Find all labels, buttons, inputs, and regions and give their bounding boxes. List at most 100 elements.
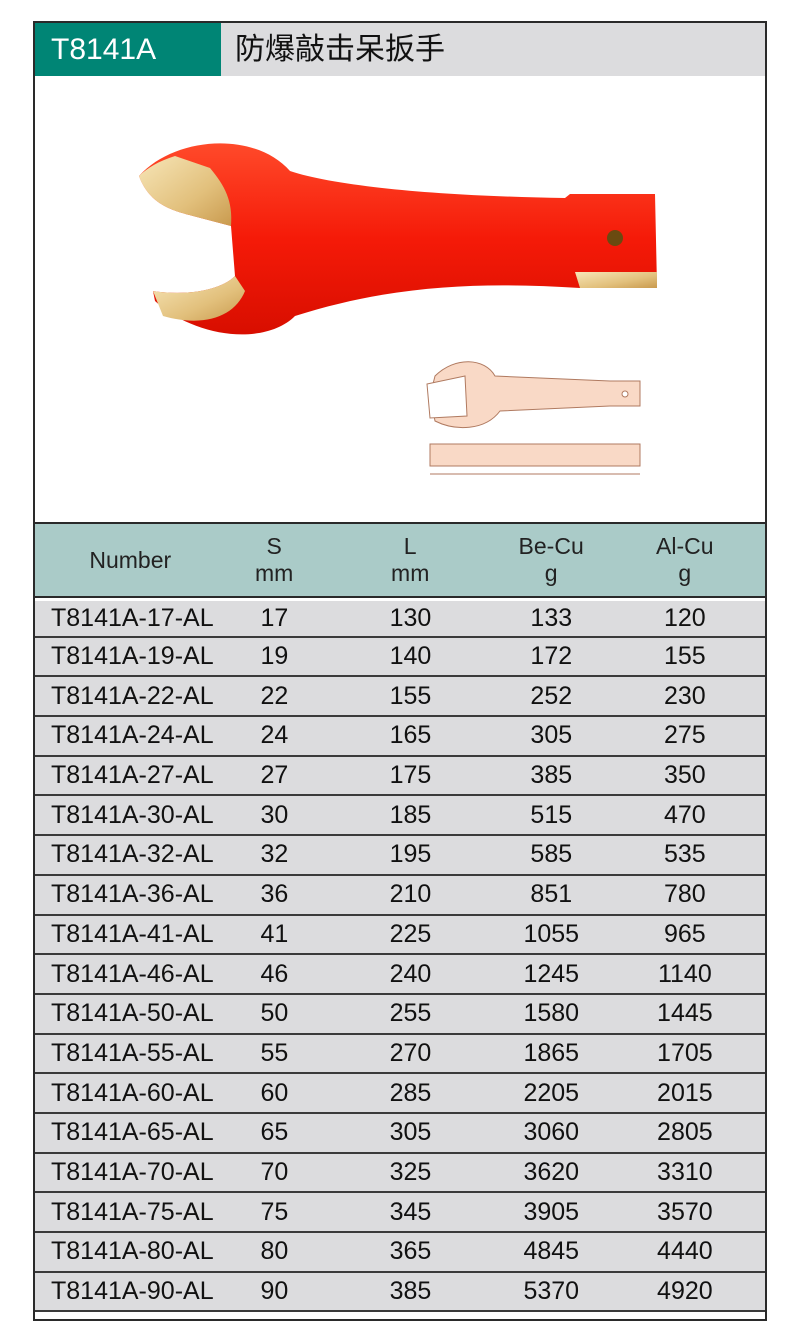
table-cell: 1445 xyxy=(657,999,713,1028)
table-row: T8141A-41-AL 41 225 1055 965 xyxy=(35,915,765,956)
table-cell: 385 xyxy=(389,1277,432,1306)
table-cell: 470 xyxy=(664,800,706,829)
header-be-cu: Be-Cu g xyxy=(518,533,584,586)
table-cell: 1705 xyxy=(657,1038,713,1067)
header-al-cu: Al-Cu g xyxy=(656,533,714,586)
table-cell: 305 xyxy=(530,721,573,750)
table-cell: 165 xyxy=(389,721,432,750)
table-cell: 285 xyxy=(389,1078,432,1107)
table-cell: 80 xyxy=(260,1237,289,1266)
table-cell: 24 xyxy=(260,721,289,750)
table-cell: 225 xyxy=(389,919,432,948)
table-cell: 46 xyxy=(260,959,289,988)
table-row: T8141A-65-AL 65 305 3060 2805 xyxy=(35,1113,765,1154)
table-cell: 65 xyxy=(260,1118,289,1147)
table-cell: 185 xyxy=(389,800,432,829)
table-row: T8141A-30-AL 30 185 515 470 xyxy=(35,796,765,837)
table-cell: 325 xyxy=(389,1157,432,1186)
table-cell: 140 xyxy=(389,642,432,671)
table-cell: 55 xyxy=(260,1038,289,1067)
table-row: T8141A-22-AL 22 155 252 230 xyxy=(35,677,765,718)
table-cell: 2205 xyxy=(523,1078,580,1107)
table-cell: 252 xyxy=(530,681,573,710)
table-cell: 255 xyxy=(389,999,432,1028)
table-cell: 3310 xyxy=(657,1157,713,1186)
table-cell: 75 xyxy=(260,1197,289,1226)
table-row: T8141A-32-AL 32 195 585 535 xyxy=(35,836,765,876)
table-cell: 385 xyxy=(530,761,573,790)
table-cell: 240 xyxy=(389,959,432,988)
table-cell: 4440 xyxy=(657,1237,713,1266)
table-row: T8141A-46-AL 46 240 1245 1140 xyxy=(35,955,765,995)
table-cell: T8141A-55-AL xyxy=(51,1038,214,1067)
table-cell: 345 xyxy=(389,1197,432,1226)
table-cell: 30 xyxy=(260,800,289,829)
table-cell: 17 xyxy=(260,603,289,632)
table-cell: T8141A-80-AL xyxy=(51,1237,214,1266)
table-cell: 3060 xyxy=(523,1118,580,1147)
table-cell: 1055 xyxy=(523,919,580,948)
table-row: T8141A-60-AL 60 285 2205 2015 xyxy=(35,1074,765,1114)
table-cell: 19 xyxy=(260,642,289,671)
table-cell: 155 xyxy=(664,642,706,671)
table-cell: T8141A-50-AL xyxy=(51,999,214,1028)
table-cell: 120 xyxy=(664,603,706,632)
table-cell: T8141A-60-AL xyxy=(51,1078,214,1107)
table-cell: 1245 xyxy=(523,959,580,988)
table-cell: 70 xyxy=(260,1157,289,1186)
title-bar: T8141A 防爆敲击呆扳手 xyxy=(35,23,765,76)
table-cell: 780 xyxy=(664,880,706,909)
table-cell: 350 xyxy=(664,761,706,790)
table-cell: 155 xyxy=(389,681,432,710)
table-cell: 195 xyxy=(389,840,432,869)
table-row: T8141A-19-AL 19 140 172 155 xyxy=(35,637,765,678)
table-cell: 36 xyxy=(260,880,289,909)
table-cell: T8141A-41-AL xyxy=(51,919,214,948)
table-cell: T8141A-30-AL xyxy=(51,800,214,829)
table-cell: 210 xyxy=(389,880,432,909)
table-cell: T8141A-32-AL xyxy=(51,840,214,869)
table-cell: T8141A-65-AL xyxy=(51,1118,214,1147)
table-cell: T8141A-75-AL xyxy=(51,1197,214,1226)
product-title: 防爆敲击呆扳手 xyxy=(235,32,445,67)
product-code: T8141A xyxy=(35,23,221,76)
table-row: T8141A-36-AL 36 210 851 780 xyxy=(35,875,765,916)
table-cell: 175 xyxy=(389,761,432,790)
table-cell: T8141A-90-AL xyxy=(51,1277,214,1306)
table-cell: 22 xyxy=(260,681,289,710)
table-cell: 3905 xyxy=(523,1197,580,1226)
table-row: T8141A-50-AL 50 255 1580 1445 xyxy=(35,994,765,1035)
table-cell: 275 xyxy=(664,721,706,750)
table-cell: 41 xyxy=(260,919,289,948)
table-cell: 585 xyxy=(530,840,573,869)
table-cell: 90 xyxy=(260,1277,289,1306)
table-cell: 965 xyxy=(664,919,706,948)
table-cell: 1580 xyxy=(523,999,580,1028)
table-cell: 172 xyxy=(530,642,573,671)
table-row: T8141A-55-AL 55 270 1865 1705 xyxy=(35,1034,765,1075)
table-row: T8141A-75-AL 75 345 3905 3570 xyxy=(35,1193,765,1233)
wrench-photo xyxy=(139,143,657,335)
table-cell: 851 xyxy=(530,880,573,909)
table-cell: 130 xyxy=(389,603,432,632)
table-cell: 2805 xyxy=(657,1118,713,1147)
header-number: Number xyxy=(89,546,172,573)
table-cell: 27 xyxy=(260,761,289,790)
table-cell: T8141A-22-AL xyxy=(51,681,214,710)
table-cell: 270 xyxy=(389,1038,432,1067)
table-cell: T8141A-19-AL xyxy=(51,642,214,671)
table-cell: T8141A-36-AL xyxy=(51,880,214,909)
table-cell: 32 xyxy=(260,840,289,869)
table-cell: 60 xyxy=(260,1078,289,1107)
table-cell: 515 xyxy=(530,800,573,829)
table-cell: T8141A-70-AL xyxy=(51,1157,214,1186)
table-row: T8141A-80-AL 80 365 4845 4440 xyxy=(35,1233,765,1273)
table-cell: 5370 xyxy=(523,1277,580,1306)
table-row: T8141A-24-AL 24 165 305 275 xyxy=(35,717,765,757)
table-cell: 4920 xyxy=(657,1277,713,1306)
table-cell: 535 xyxy=(664,840,706,869)
